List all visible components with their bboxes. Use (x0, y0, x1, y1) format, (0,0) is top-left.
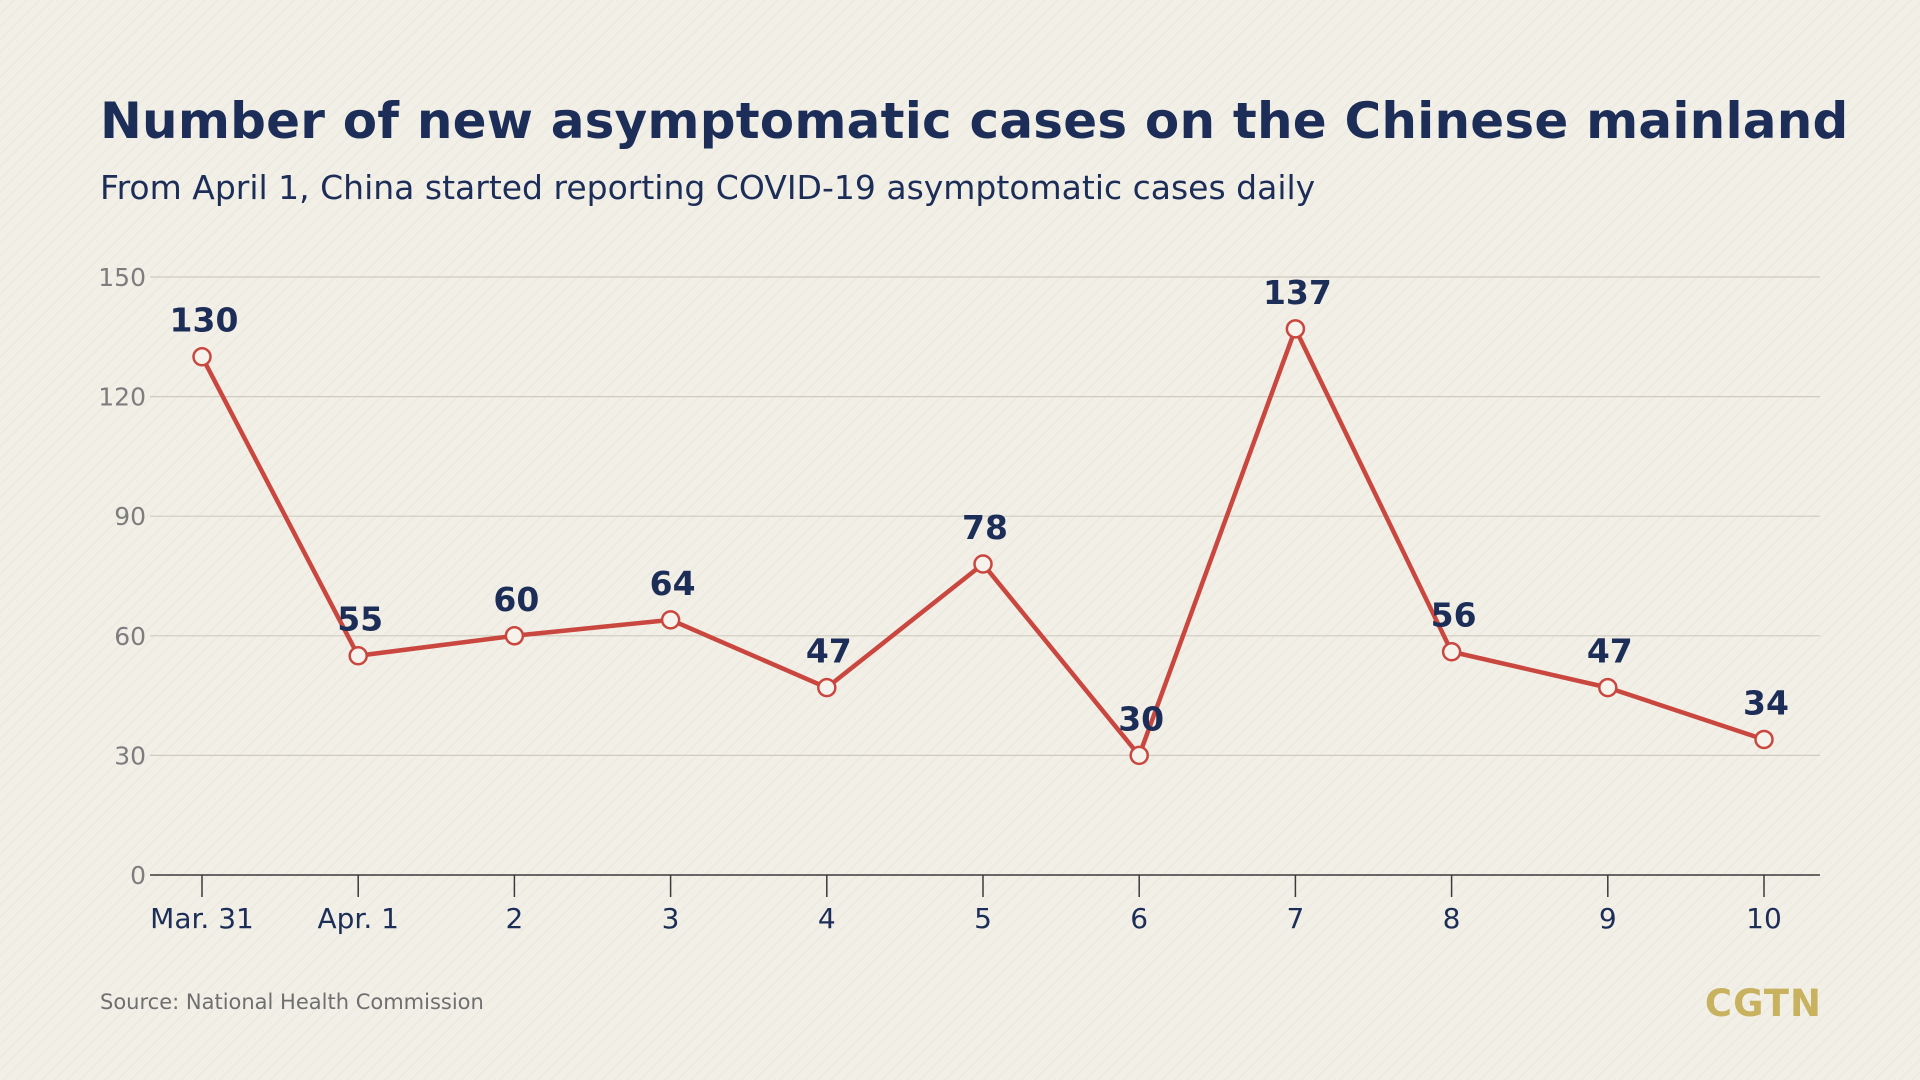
data-label: 47 (1587, 632, 1633, 671)
y-tick-label: 60 (114, 622, 146, 651)
data-label: 64 (650, 564, 696, 603)
data-label: 78 (962, 508, 1008, 547)
x-tick-label: 10 (1746, 902, 1782, 935)
data-label: 56 (1431, 596, 1477, 635)
data-point (1441, 641, 1462, 662)
data-point (504, 626, 525, 646)
x-tick-label: 4 (818, 902, 836, 935)
y-tick-label: 30 (114, 741, 146, 770)
x-tick-label: 7 (1286, 902, 1304, 935)
data-point (660, 610, 681, 630)
x-tick-label: 5 (974, 902, 992, 935)
chart-subtitle: From April 1, China started reporting CO… (100, 168, 1316, 207)
data-point (1285, 319, 1306, 339)
data-label: 137 (1263, 273, 1332, 312)
data-label: 130 (170, 301, 239, 340)
data-point (192, 346, 212, 367)
y-tick-label: 0 (130, 861, 146, 890)
chart-title: Number of new asymptomatic cases on the … (100, 92, 1849, 150)
data-label: 34 (1743, 683, 1789, 722)
data-point (1129, 745, 1149, 766)
data-labels: 130 55 60 64 47 78 30 137 56 47 34 (170, 273, 1789, 739)
source-note: Source: National Health Commission (100, 990, 484, 1014)
x-tick-label: 3 (662, 902, 680, 935)
y-tick-label: 150 (98, 263, 146, 292)
data-label: 55 (337, 600, 383, 639)
x-tick-label: 8 (1443, 902, 1461, 935)
data-point (817, 677, 837, 698)
x-tick-label: 6 (1130, 902, 1148, 935)
data-label: 47 (806, 632, 852, 671)
series (192, 319, 1774, 766)
x-tick-label: Apr. 1 (317, 902, 398, 935)
data-point (1754, 729, 1774, 750)
x-axis: Mar. 31 Apr. 1 2 3 4 5 6 7 8 9 10 (150, 874, 1820, 935)
x-tick-label: 9 (1599, 902, 1617, 935)
x-tick-label: Mar. 31 (150, 902, 254, 935)
data-point (1598, 677, 1618, 698)
x-tick-label: 2 (505, 902, 523, 935)
y-tick-label: 120 (98, 383, 146, 412)
gridlines (150, 276, 1820, 757)
data-point (348, 645, 368, 666)
y-tick-label: 90 (114, 502, 146, 531)
data-label: 60 (493, 580, 539, 619)
y-axis: 0 30 60 90 120 150 (98, 263, 146, 890)
cgtn-logo: CGTN (1704, 982, 1822, 1025)
data-point (973, 554, 993, 574)
data-label: 30 (1118, 699, 1164, 738)
